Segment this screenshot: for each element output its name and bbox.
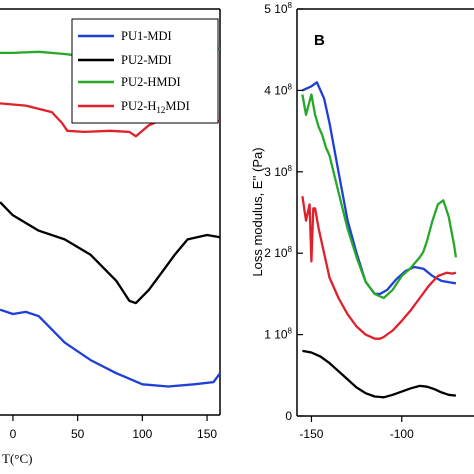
panel-b-y-tick-label: 5 108 xyxy=(264,1,292,16)
panel-b-series-pu2-h12mdi xyxy=(301,196,457,340)
panel-a-x-tick-label: 150 xyxy=(197,427,217,441)
legend-label-pu2-mdi: PU2-MDI xyxy=(121,53,172,67)
panel-b-series xyxy=(301,81,458,399)
panel-b-y-tick-label: 3 108 xyxy=(264,164,292,179)
panel-b-y-tick-label: 4 108 xyxy=(264,82,292,97)
legend-label-pu2-hmdi: PU2-HMDI xyxy=(121,75,181,89)
panel-b-x-tick-label: -150 xyxy=(299,427,323,441)
panel-b-x-tick-label: -100 xyxy=(390,427,414,441)
tick-mantissa: 5 10 xyxy=(264,2,288,16)
tick-exponent: 8 xyxy=(288,82,293,91)
tick-exponent: 8 xyxy=(288,164,293,173)
tick-mantissa: 2 10 xyxy=(264,246,288,260)
panel-a-series-pu2-mdi xyxy=(0,201,221,305)
tick-mantissa: 4 10 xyxy=(264,83,288,97)
legend-label-pu2-h12mdi-sub: 12 xyxy=(156,105,165,115)
panel-a-x-tick-label: 0 xyxy=(10,427,17,441)
panel-b-y-tick-label: 2 108 xyxy=(264,245,292,260)
panel-a-x-tick-label: 100 xyxy=(132,427,152,441)
panel-b-x-ticks: -150 -100 xyxy=(299,416,414,441)
legend-label-pu2-h12mdi: PU2-H12MDI xyxy=(121,99,190,115)
panel-b-y-axis-label: Loss modulus, E'' (Pa) xyxy=(250,147,265,276)
panel-a: 0 50 100 150 T(°C) PU1-MDI PU2-MDI PU2-HMDI… xyxy=(0,8,221,466)
panel-a-series-pu1-mdi xyxy=(0,308,221,388)
legend-label-pu2-h12mdi-a: PU2-H xyxy=(121,99,156,113)
tick-exponent: 8 xyxy=(288,1,293,10)
tick-exponent: 8 xyxy=(288,245,293,254)
legend-label-pu2-h12mdi-b: MDI xyxy=(165,99,189,113)
panel-a-x-axis-label: T(°C) xyxy=(2,451,32,466)
panel-b-series-pu2-mdi xyxy=(302,349,457,399)
panel-b-y-tick-label: 1 108 xyxy=(264,327,292,342)
panel-a-legend: PU1-MDI PU2-MDI PU2-HMDI PU2-H12MDI xyxy=(71,18,219,124)
panel-a-x-tick-label: 50 xyxy=(71,427,85,441)
legend-label-pu1-mdi: PU1-MDI xyxy=(121,29,172,43)
panel-b-series-pu2-hmdi xyxy=(301,93,458,300)
panel-b-y-tick-label: 0 xyxy=(285,409,292,423)
panel-a-x-ticks: 0 50 100 150 xyxy=(10,415,217,441)
tick-exponent: 8 xyxy=(288,327,293,336)
panel-b-label: B xyxy=(314,32,325,49)
tick-mantissa: 3 10 xyxy=(264,165,288,179)
tick-mantissa: 1 10 xyxy=(264,328,288,342)
